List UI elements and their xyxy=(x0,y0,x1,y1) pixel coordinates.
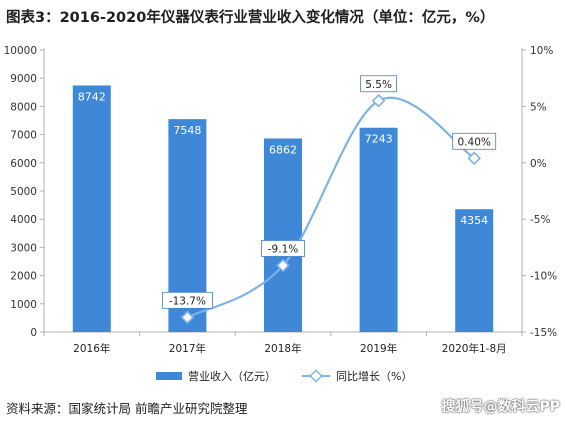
growth-value-label-box xyxy=(161,291,213,309)
right-tick-label: -15% xyxy=(530,327,557,339)
left-tick-label: 6000 xyxy=(10,158,37,170)
data-labels: 8742 7548 6862 7243 4354 -13.7% -9.1% 5.5% 0.40% xyxy=(78,75,497,309)
bar-value-label: 6862 xyxy=(269,143,297,156)
bar xyxy=(455,209,494,332)
right-tick-label: 0% xyxy=(530,158,547,170)
growth-value-label: 5.5% xyxy=(365,79,392,91)
growth-line xyxy=(186,96,475,319)
left-tick-label: 10000 xyxy=(4,45,37,57)
bar-series xyxy=(72,85,494,333)
right-tick-label: 5% xyxy=(530,101,547,113)
source-note: 资料来源：国家统计局 前瞻产业研究院整理 xyxy=(6,401,248,416)
growth-value-label: -13.7% xyxy=(169,295,206,307)
growth-value-label-box xyxy=(452,132,497,150)
growth-point xyxy=(371,93,386,108)
growth-value-label: -9.1% xyxy=(268,243,298,255)
x-tick-label: 2017年 xyxy=(169,342,206,355)
bar-value-label: 8742 xyxy=(78,90,106,103)
left-tick-label: 0 xyxy=(30,327,37,339)
left-tick-label: 7000 xyxy=(10,130,37,142)
legend-swatch-marker xyxy=(309,369,323,383)
right-tick-label: -10% xyxy=(530,271,557,283)
watermark: 搜狐号@数科云PP xyxy=(441,399,560,415)
right-tick-label: -5% xyxy=(530,214,550,226)
x-tick-label: 2016年 xyxy=(73,342,110,355)
x-tick-label: 2018年 xyxy=(264,342,301,355)
legend-label-bar: 营业收入（亿元） xyxy=(188,369,276,383)
bar-value-label: 7243 xyxy=(365,133,393,146)
left-tick-label: 9000 xyxy=(10,73,37,85)
growth-point xyxy=(276,258,290,273)
bar-value-label: 4354 xyxy=(460,214,488,227)
right-tick-label: 10% xyxy=(530,45,553,57)
bar xyxy=(264,138,302,332)
bar xyxy=(72,85,111,332)
line-series xyxy=(180,93,481,325)
left-tick-label: 3000 xyxy=(10,242,37,254)
left-tick-label: 5000 xyxy=(10,186,37,198)
axes: 0 1000 2000 3000 4000 5000 6000 7000 8000 9000 100… xyxy=(4,45,558,355)
growth-point xyxy=(467,151,481,166)
left-tick-label: 8000 xyxy=(10,101,37,113)
x-tick-label: 2019年 xyxy=(360,342,397,355)
x-tick-label: 2020年1-8月 xyxy=(442,342,507,355)
growth-point xyxy=(180,310,195,325)
bar xyxy=(359,127,398,332)
growth-value-label-box xyxy=(261,240,305,257)
chart-title: 图表3：2016-2020年仪器仪表行业营业收入变化情况（单位：亿元，%） xyxy=(6,10,495,26)
legend-swatch-bar xyxy=(156,372,182,380)
left-tick-label: 1000 xyxy=(10,299,37,311)
bar-value-label: 7548 xyxy=(173,124,201,137)
left-tick-label: 4000 xyxy=(10,214,37,226)
legend-label-line: 同比增长（%） xyxy=(336,369,412,383)
legend: 营业收入（亿元） 同比增长（%） xyxy=(156,369,412,383)
growth-value-label-box xyxy=(360,75,398,93)
growth-value-label: 0.40% xyxy=(458,136,491,148)
left-tick-label: 2000 xyxy=(10,271,37,283)
